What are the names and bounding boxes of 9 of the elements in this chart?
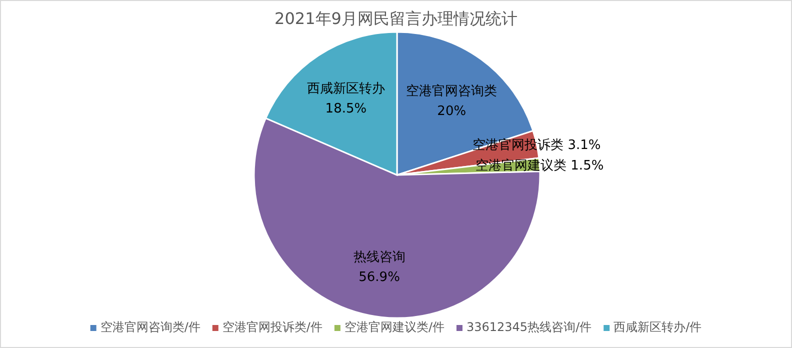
legend-label: 空港官网建议类/件: [344, 320, 444, 334]
legend-label: 空港官网咨询类/件: [100, 320, 200, 334]
legend-label: 西咸新区转办/件: [614, 320, 702, 334]
data-label: 热线咨询 56.9%: [353, 250, 406, 286]
data-label: 西咸新区转办 18.5%: [306, 81, 385, 116]
chart-title: 2021年9月网民留言办理情况统计: [274, 9, 518, 28]
data-label: 空港官网咨询类 20%: [406, 82, 498, 119]
legend-label: 33612345热线咨询/件: [466, 320, 592, 334]
legend-label: 空港官网投诉类/件: [222, 320, 322, 334]
